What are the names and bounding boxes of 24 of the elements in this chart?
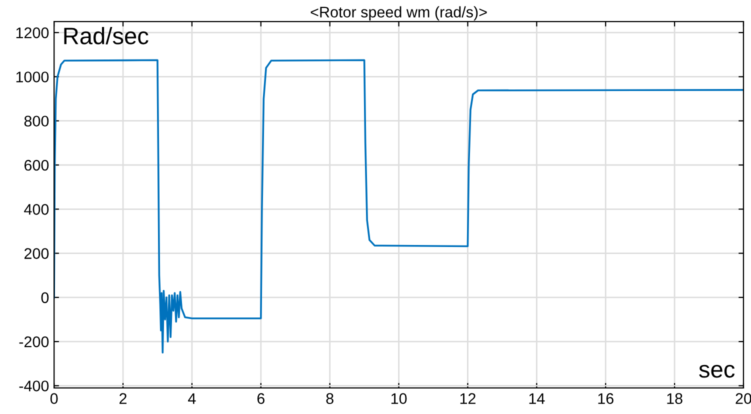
y-tick-label: 200 [24, 248, 49, 259]
chart-title: <Rotor speed wm (rad/s)> [310, 6, 487, 21]
y-tick-label: 600 [24, 160, 49, 171]
x-axis-title: sec [699, 364, 735, 378]
y-tick-label: 800 [24, 116, 49, 127]
y-tick-label: 1000 [16, 72, 49, 82]
x-tick-label: 8 [326, 393, 334, 404]
line-series [54, 59, 744, 354]
y-tick-label: -200 [19, 336, 49, 348]
y-tick-label: -400 [19, 380, 49, 392]
x-tick-label: 4 [188, 393, 196, 404]
y-tick-label: 0 [41, 292, 49, 304]
x-tick-label: 6 [257, 393, 264, 404]
x-tick-label: 16 [598, 393, 614, 404]
y-tick-label: 1200 [16, 27, 49, 38]
x-tick-label: 0 [50, 393, 58, 404]
x-tick-label: 18 [667, 393, 682, 404]
x-tick-label: 10 [391, 393, 407, 404]
x-tick-label: 20 [736, 393, 751, 404]
y-axis-title: Rad/sec [64, 27, 148, 44]
x-tick-label: 14 [529, 393, 545, 404]
x-tick-label: 12 [460, 393, 476, 404]
x-tick-label: 2 [120, 393, 126, 404]
y-tick-label: 400 [24, 204, 49, 215]
